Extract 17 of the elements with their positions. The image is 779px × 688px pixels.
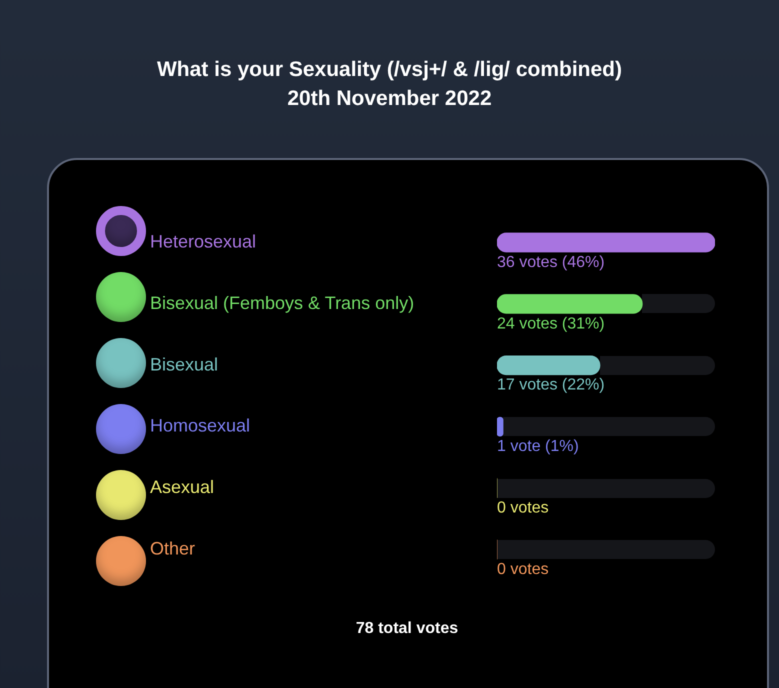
chart-subtitle: 20th November 2022 bbox=[286, 86, 493, 112]
y-tick-label: Other bbox=[150, 538, 196, 558]
data-label: 17 votes (22%) bbox=[497, 376, 605, 394]
data-label: 0 votes bbox=[497, 500, 549, 517]
data-label: 24 votes (31%) bbox=[497, 315, 605, 332]
data-label: 36 votes (46%) bbox=[497, 254, 605, 271]
y-tick-label: Bisexual (Femboys & Trans only) bbox=[150, 292, 414, 313]
y-tick-label: Asexual bbox=[150, 477, 214, 498]
chart-title: What is your Sexuality (/vsj+/ & /lig/ combined) bbox=[156, 57, 623, 83]
data-label: 0 votes bbox=[497, 560, 549, 578]
data-label: 1 vote (1%) bbox=[497, 438, 579, 456]
bar bbox=[497, 232, 715, 252]
bar bbox=[497, 416, 504, 437]
text: 78 total votes bbox=[354, 620, 460, 638]
y-tick-label: Bisexual bbox=[150, 354, 218, 374]
y-tick-label: Homosexual bbox=[150, 416, 250, 436]
y-tick-label: Heterosexual bbox=[150, 231, 256, 252]
